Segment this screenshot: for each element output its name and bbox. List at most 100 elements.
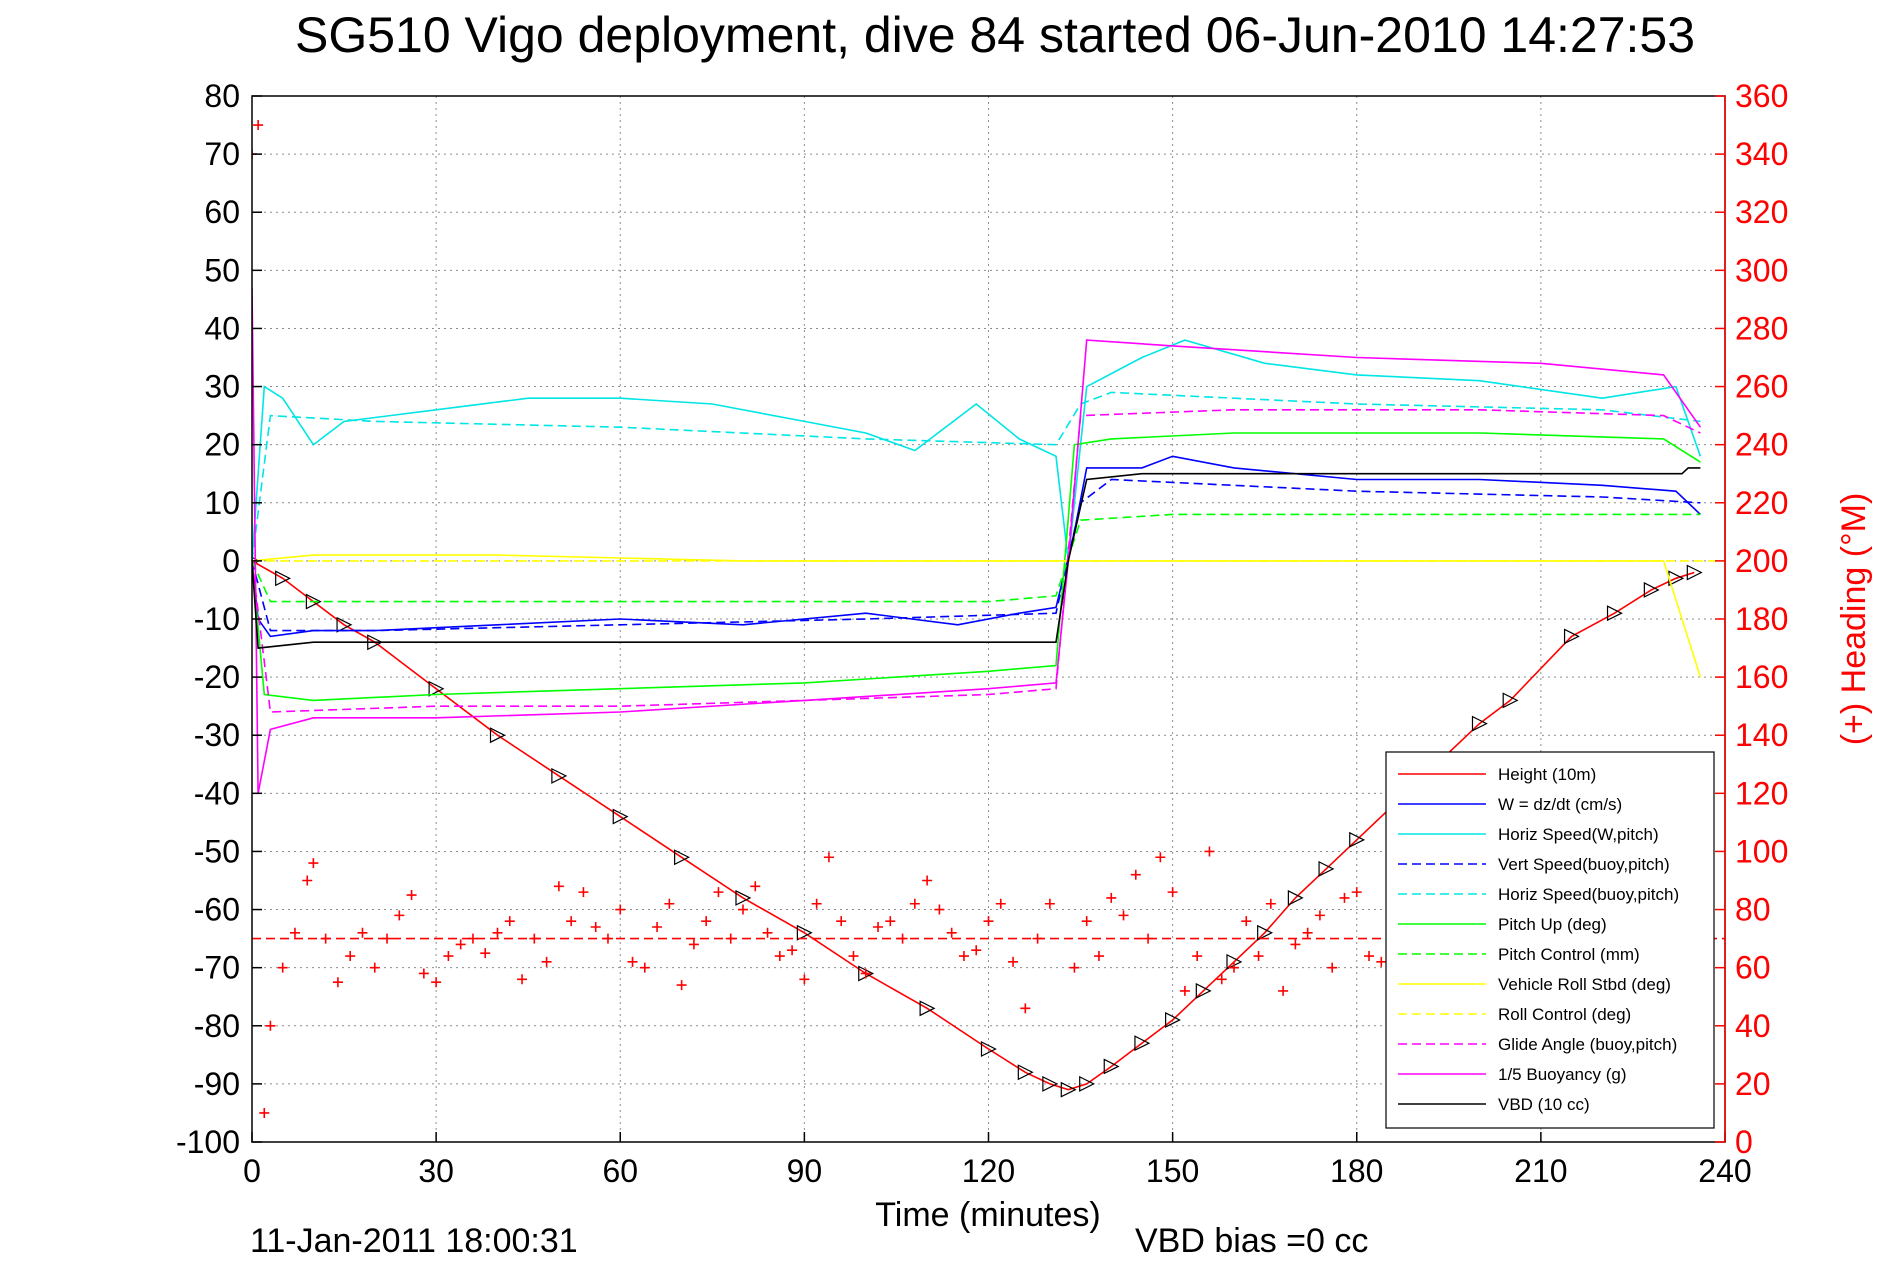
heading-point [1290, 939, 1301, 950]
heading-point [909, 898, 920, 909]
heading-point [922, 875, 933, 886]
series-line [252, 408, 1701, 713]
y-tick-label: -10 [194, 601, 240, 637]
height-marker [1134, 1035, 1151, 1052]
footer-timestamp: 11-Jan-2011 18:00:31 [250, 1222, 578, 1260]
x-tick-label: 120 [962, 1153, 1015, 1189]
heading-markers [252, 120, 1399, 1118]
y-tick-label: -60 [194, 892, 240, 928]
heading-point [455, 939, 466, 950]
series-line [252, 287, 1702, 794]
right-y-tick-label: 360 [1735, 78, 1788, 114]
heading-point [738, 904, 748, 915]
x-tick-label: 180 [1330, 1153, 1383, 1189]
heading-point [787, 945, 798, 956]
heading-point [1192, 951, 1203, 962]
heading-point [860, 968, 871, 979]
heading-point [873, 921, 884, 932]
y-tick-label: -90 [194, 1066, 240, 1102]
right-y-axis-label: (+) Heading (°M) [1835, 493, 1873, 746]
height-marker [1686, 564, 1703, 581]
heading-point [799, 974, 810, 985]
height-marker [1287, 889, 1304, 906]
heading-point [971, 945, 982, 956]
height-marker [1643, 581, 1660, 598]
heading-point [762, 927, 773, 938]
heading-point [983, 916, 994, 927]
legend-entry: Vehicle Roll Stbd (deg) [1498, 975, 1671, 994]
heading-point [492, 927, 503, 938]
height-marker [980, 1041, 997, 1057]
height-marker [428, 680, 445, 697]
y-tick-label: 30 [204, 369, 240, 405]
right-y-tick-label: 180 [1735, 601, 1788, 637]
heading-point [253, 120, 264, 131]
footer-vbd-bias: VBD bias =0 cc [1135, 1222, 1368, 1260]
height-marker [305, 593, 322, 610]
heading-point [590, 921, 601, 932]
height-marker [551, 767, 568, 784]
heading-point [259, 1107, 270, 1118]
heading-point [302, 875, 313, 886]
height-marker [1195, 982, 1212, 999]
heading-point [946, 927, 957, 938]
heading-point [836, 916, 847, 927]
heading-point [1376, 956, 1387, 967]
heading-point [1241, 916, 1252, 927]
heading-point [1008, 956, 1019, 967]
height-marker [489, 727, 506, 744]
heading-point [406, 890, 417, 901]
x-axis-label: Time (minutes) [875, 1196, 1100, 1234]
right-y-tick-label: 60 [1735, 950, 1771, 986]
legend: Height (10m) W = dz/dt (cm/s) Horiz Speed(… [1385, 751, 1715, 1129]
series-line [252, 339, 1702, 561]
heading-point [1106, 892, 1117, 903]
heading-point [615, 904, 626, 915]
heading-point [1081, 916, 1092, 927]
heading-point [1216, 974, 1227, 985]
legend-box [1385, 751, 1715, 1129]
heading-point [1302, 927, 1313, 938]
x-tick-label: 240 [1698, 1153, 1751, 1189]
right-y-tick-label: 20 [1735, 1066, 1771, 1102]
x-tick-label: 150 [1146, 1153, 1199, 1189]
height-marker [796, 924, 813, 941]
right-y-tick-label: 260 [1735, 369, 1788, 405]
heading-point [394, 910, 405, 921]
height-marker [1471, 715, 1488, 732]
heading-point [1351, 887, 1362, 898]
heading-point [357, 927, 368, 938]
height-marker [1017, 1064, 1034, 1081]
y-tick-label: -80 [194, 1008, 240, 1044]
right-y-tick-label: 320 [1735, 194, 1788, 230]
legend-entry: 1/5 Buoyancy (g) [1498, 1065, 1627, 1084]
heading-point [701, 916, 712, 927]
height-marker [735, 889, 752, 906]
heading-point [504, 916, 515, 927]
height-marker [1606, 605, 1623, 622]
heading-point [1020, 1003, 1031, 1014]
series-line [252, 391, 1701, 562]
right-y-tick-label: 280 [1735, 310, 1788, 346]
heading-point [1167, 887, 1178, 898]
x-tick-label: 90 [787, 1153, 823, 1189]
heading-point [277, 962, 288, 973]
y-tick-label: -70 [194, 950, 240, 986]
right-y-tick-label: 340 [1735, 136, 1788, 172]
series-line [252, 432, 1701, 702]
legend-entry: Pitch Control (mm) [1498, 945, 1640, 964]
heading-point [517, 974, 528, 985]
y-tick-label: 80 [204, 78, 240, 114]
heading-point [553, 881, 564, 892]
heading-point [934, 904, 945, 915]
height-marker [1042, 1075, 1059, 1092]
right-y-tick-label: 0 [1735, 1124, 1753, 1160]
height-marker [1318, 860, 1335, 877]
legend-entry: VBD (10 cc) [1498, 1095, 1590, 1114]
height-marker [1060, 1081, 1077, 1098]
heading-point [578, 887, 589, 898]
right-y-tick-label: 120 [1735, 775, 1788, 811]
heading-point [1327, 962, 1338, 973]
right-y-tick-label: 80 [1735, 892, 1771, 928]
height-marker [275, 570, 292, 587]
